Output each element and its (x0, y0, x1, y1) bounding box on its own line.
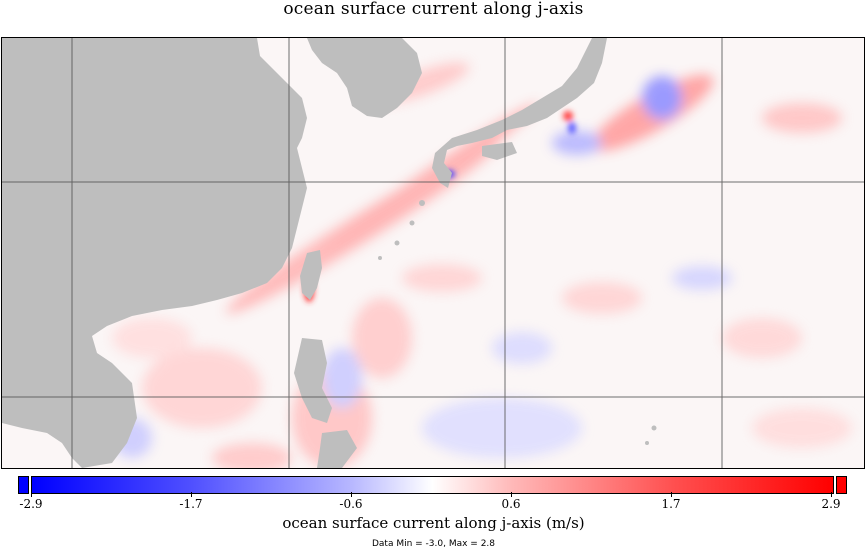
current-field (112, 62, 852, 468)
map-panel[interactable] (1, 37, 865, 469)
colorbar-tick-label: -2.9 (19, 497, 43, 511)
data-min-max: Data Min = -3.0, Max = 2.8 (371, 539, 496, 549)
colorbar-tick-label: -1.7 (179, 497, 203, 511)
graticule (2, 38, 864, 468)
colorbar-tick (351, 492, 352, 497)
colorbar-tick-label: 0.6 (501, 497, 521, 511)
ocean-current-map (2, 38, 864, 468)
land (2, 38, 657, 468)
colorbar-title: ocean surface current along j-axis (m/s) (282, 514, 585, 532)
colorbar-tick (831, 492, 832, 497)
colorbar-tick-label: 2.9 (821, 497, 841, 511)
colorbar-overflow-swatch (836, 476, 847, 494)
colorbar-tick (511, 492, 512, 497)
colorbar-underflow-swatch (18, 476, 29, 494)
colorbar-tick (31, 492, 32, 497)
colorbar-tick-label: 1.7 (661, 497, 681, 511)
map-title: ocean surface current along j-axis (283, 0, 584, 19)
colorbar-tick-label: -0.6 (339, 497, 363, 511)
colorbar (31, 476, 834, 494)
colorbar-tick (671, 492, 672, 497)
colorbar-tick (191, 492, 192, 497)
